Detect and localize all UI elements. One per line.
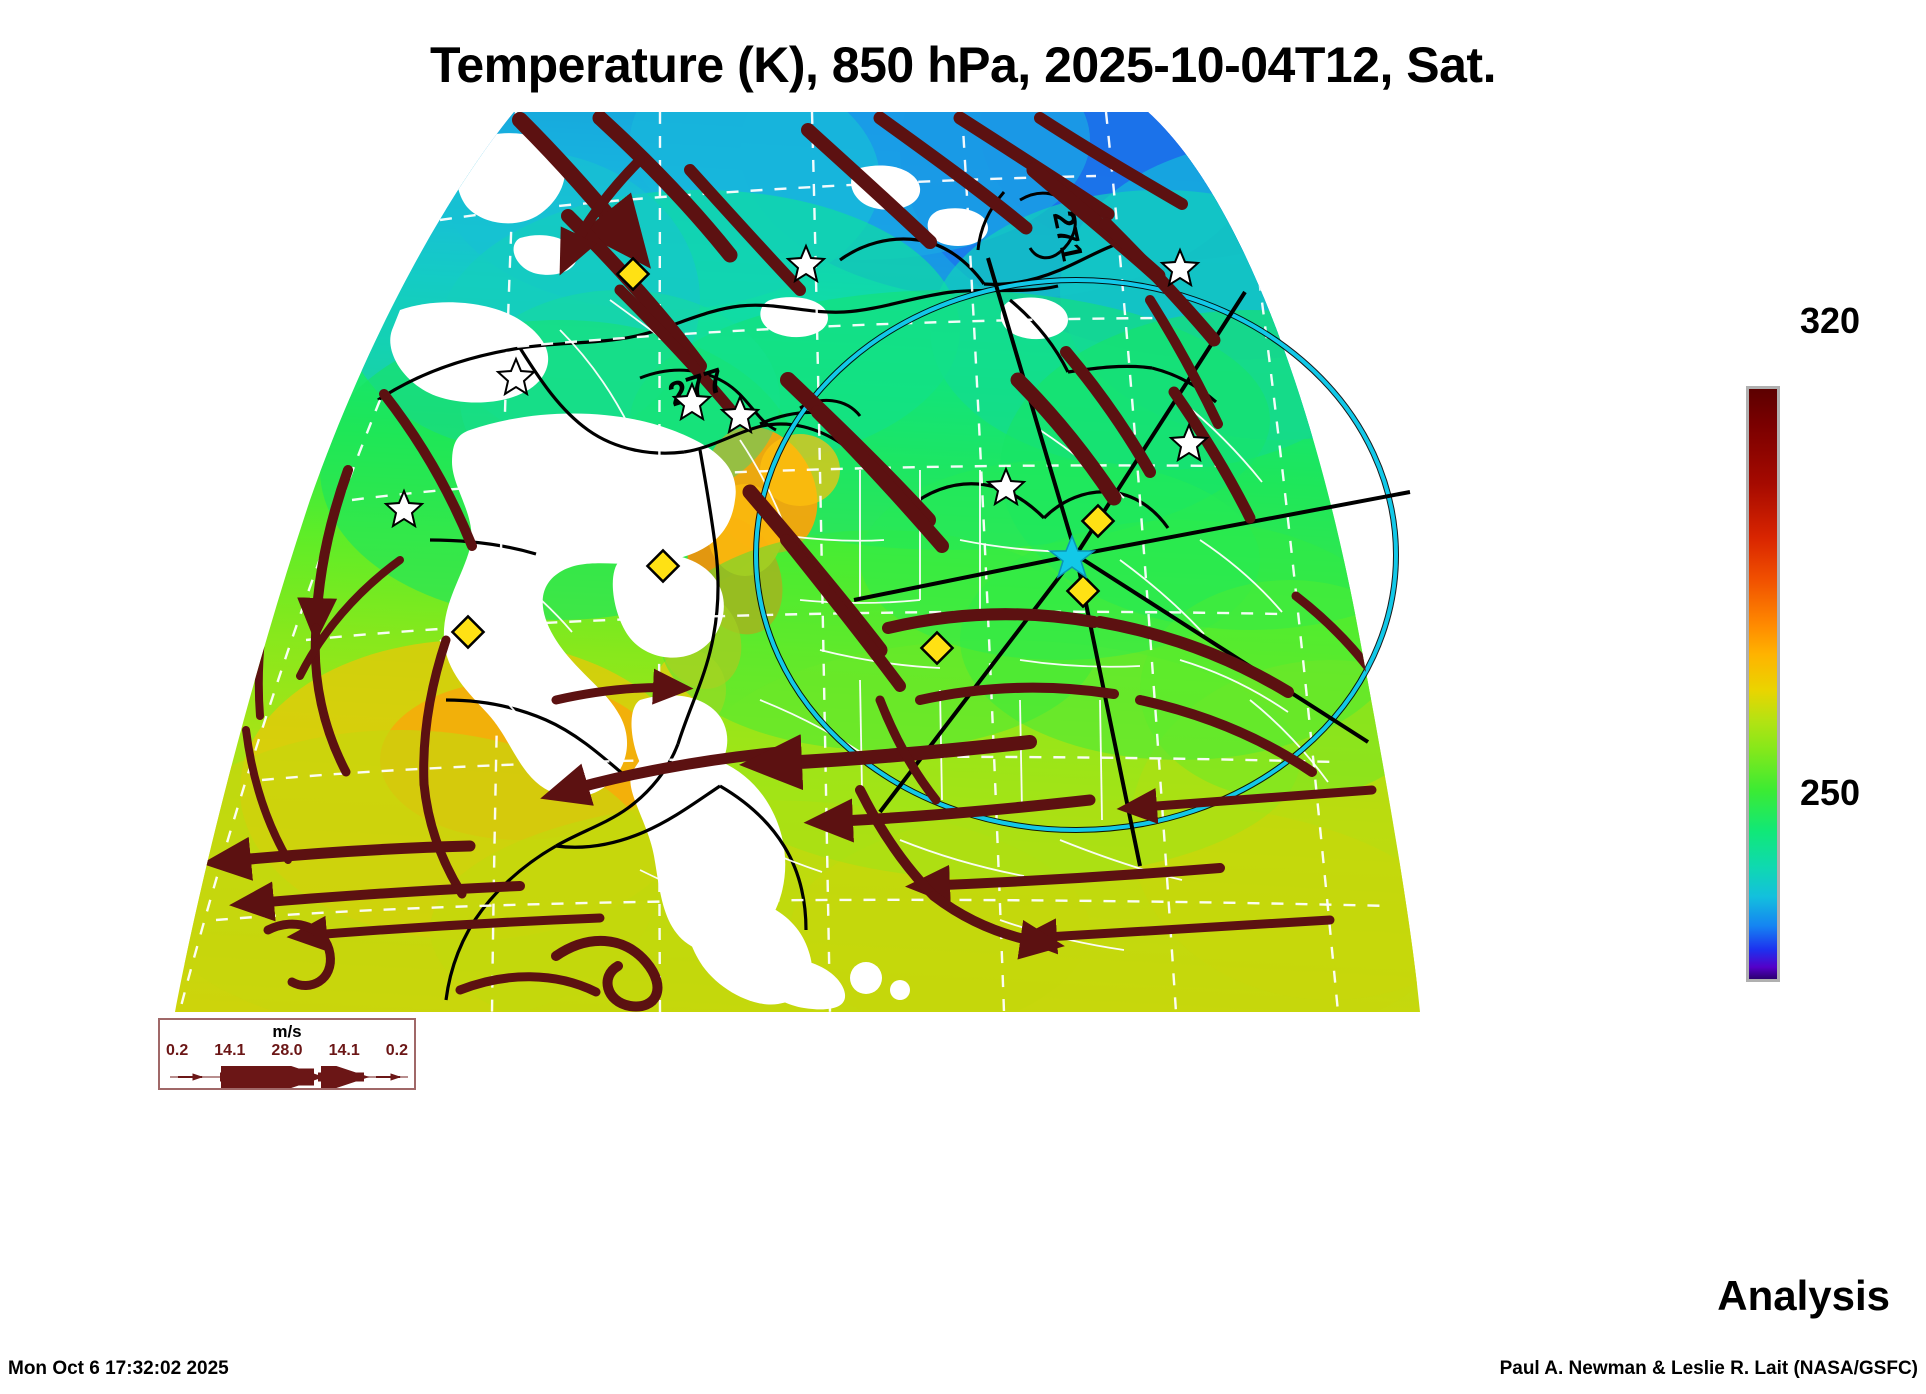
wind-tick-0: 0.2 [166, 1042, 189, 1059]
station-star-markers[interactable] [383, 243, 1210, 529]
wind-legend-units: m/s [272, 1022, 302, 1041]
coastline-layer [377, 237, 1218, 1001]
center-station-star-icon[interactable] [1047, 533, 1097, 579]
temperature-colorbar[interactable] [1746, 386, 1780, 982]
wind-legend-arrows [168, 1066, 408, 1088]
station-diamond-markers[interactable] [450, 256, 1116, 666]
flight-track-circle [753, 277, 1399, 833]
page-title: Temperature (K), 850 hPa, 2025-10-04T12,… [430, 37, 1496, 93]
graticule-layer [178, 112, 1391, 1012]
wind-tick-1: 14.1 [214, 1042, 246, 1059]
colorbar-min-label: 250 [1800, 772, 1861, 813]
colorbar-max-label: 320 [1800, 300, 1861, 341]
author-credit: Paul A. Newman & Leslie R. Lait (NASA/GS… [1499, 1358, 1918, 1379]
wind-arrow-scale-icon [170, 1066, 408, 1088]
wind-tick-4: 0.2 [385, 1042, 408, 1059]
wind-legend-ticks: 0.2 14.1 28.0 14.1 0.2 [166, 1042, 408, 1060]
analysis-label: Analysis [1717, 1272, 1890, 1319]
wind-tick-3: 14.1 [328, 1042, 360, 1059]
wind-tick-2: 28.0 [271, 1042, 303, 1059]
wind-speed-legend: m/s 0.2 14.1 28.0 14.1 0.2 [158, 1018, 416, 1090]
render-timestamp: Mon Oct 6 17:32:02 2025 [8, 1358, 229, 1379]
wind-streamlines [201, 112, 1407, 1012]
